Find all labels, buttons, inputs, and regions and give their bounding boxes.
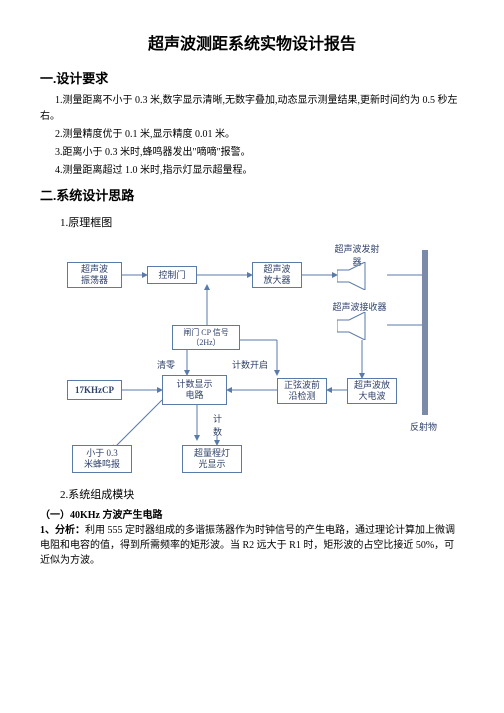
sub-head-2: 2.系统组成模块 [60, 486, 464, 502]
block-diagram: 超声波振荡器 控制门 超声波放大器 超声波发射器 超声波接收器 闸门 CP 信号… [52, 240, 452, 480]
section-2-head: 二.系统设计思路 [40, 185, 464, 204]
req-3: 3.距离小于 0.3 米时,蜂鸣器发出"嘀嘀"报警。 [40, 145, 464, 161]
wall-reflector [422, 250, 428, 415]
section-1-head: 一.设计要求 [40, 68, 464, 87]
box-17khz: 17KHzCP [67, 380, 122, 400]
label-count: 计数 [210, 412, 225, 438]
req-4: 4.测量距离超过 1.0 米时,指示灯显示超量程。 [40, 163, 464, 179]
label-reflector: 反射物 [410, 420, 437, 433]
box-display: 计数显示电路 [162, 375, 227, 405]
box-buzzer: 小于 0.3米蜂鸣报 [72, 445, 132, 473]
box-rx-amp: 超声波放大电波 [347, 378, 397, 404]
analysis-label: 1、分析： [40, 525, 85, 536]
req-1: 1.测量距离不小于 0.3 米,数字显示清晰,无数字叠加,动态显示测量结果,更新… [40, 93, 464, 125]
box-gate: 控制门 [147, 266, 197, 284]
box-amp: 超声波放大器 [252, 262, 302, 288]
box-overrange: 超量程灯光显示 [182, 445, 242, 473]
speaker-rx-icon [337, 312, 387, 340]
analysis-para: 1、分析：利用 555 定时器组成的多谐振荡器作为时钟信号的产生电路，通过理论计… [40, 523, 464, 568]
label-clear: 清零 [157, 358, 175, 371]
box-cp-gate: 闸门 CP 信号（2Hz） [172, 325, 240, 350]
label-count-open: 计数开启 [232, 358, 268, 371]
analysis-text: 利用 555 定时器组成的多谐振荡器作为时钟信号的产生电路，通过理论计算加上微调… [40, 525, 455, 566]
sub-head-1: 1.原理框图 [60, 214, 464, 230]
box-sine: 正弦波前沿检测 [277, 378, 327, 404]
page-title: 超声波测距系统实物设计报告 [40, 30, 464, 54]
speaker-tx-icon [337, 262, 387, 290]
box-oscillator: 超声波振荡器 [67, 262, 122, 288]
req-2: 2.测量精度优于 0.1 米,显示精度 0.01 米。 [40, 127, 464, 143]
sub-head-3: （一）40KHz 方波产生电路 [40, 506, 464, 521]
